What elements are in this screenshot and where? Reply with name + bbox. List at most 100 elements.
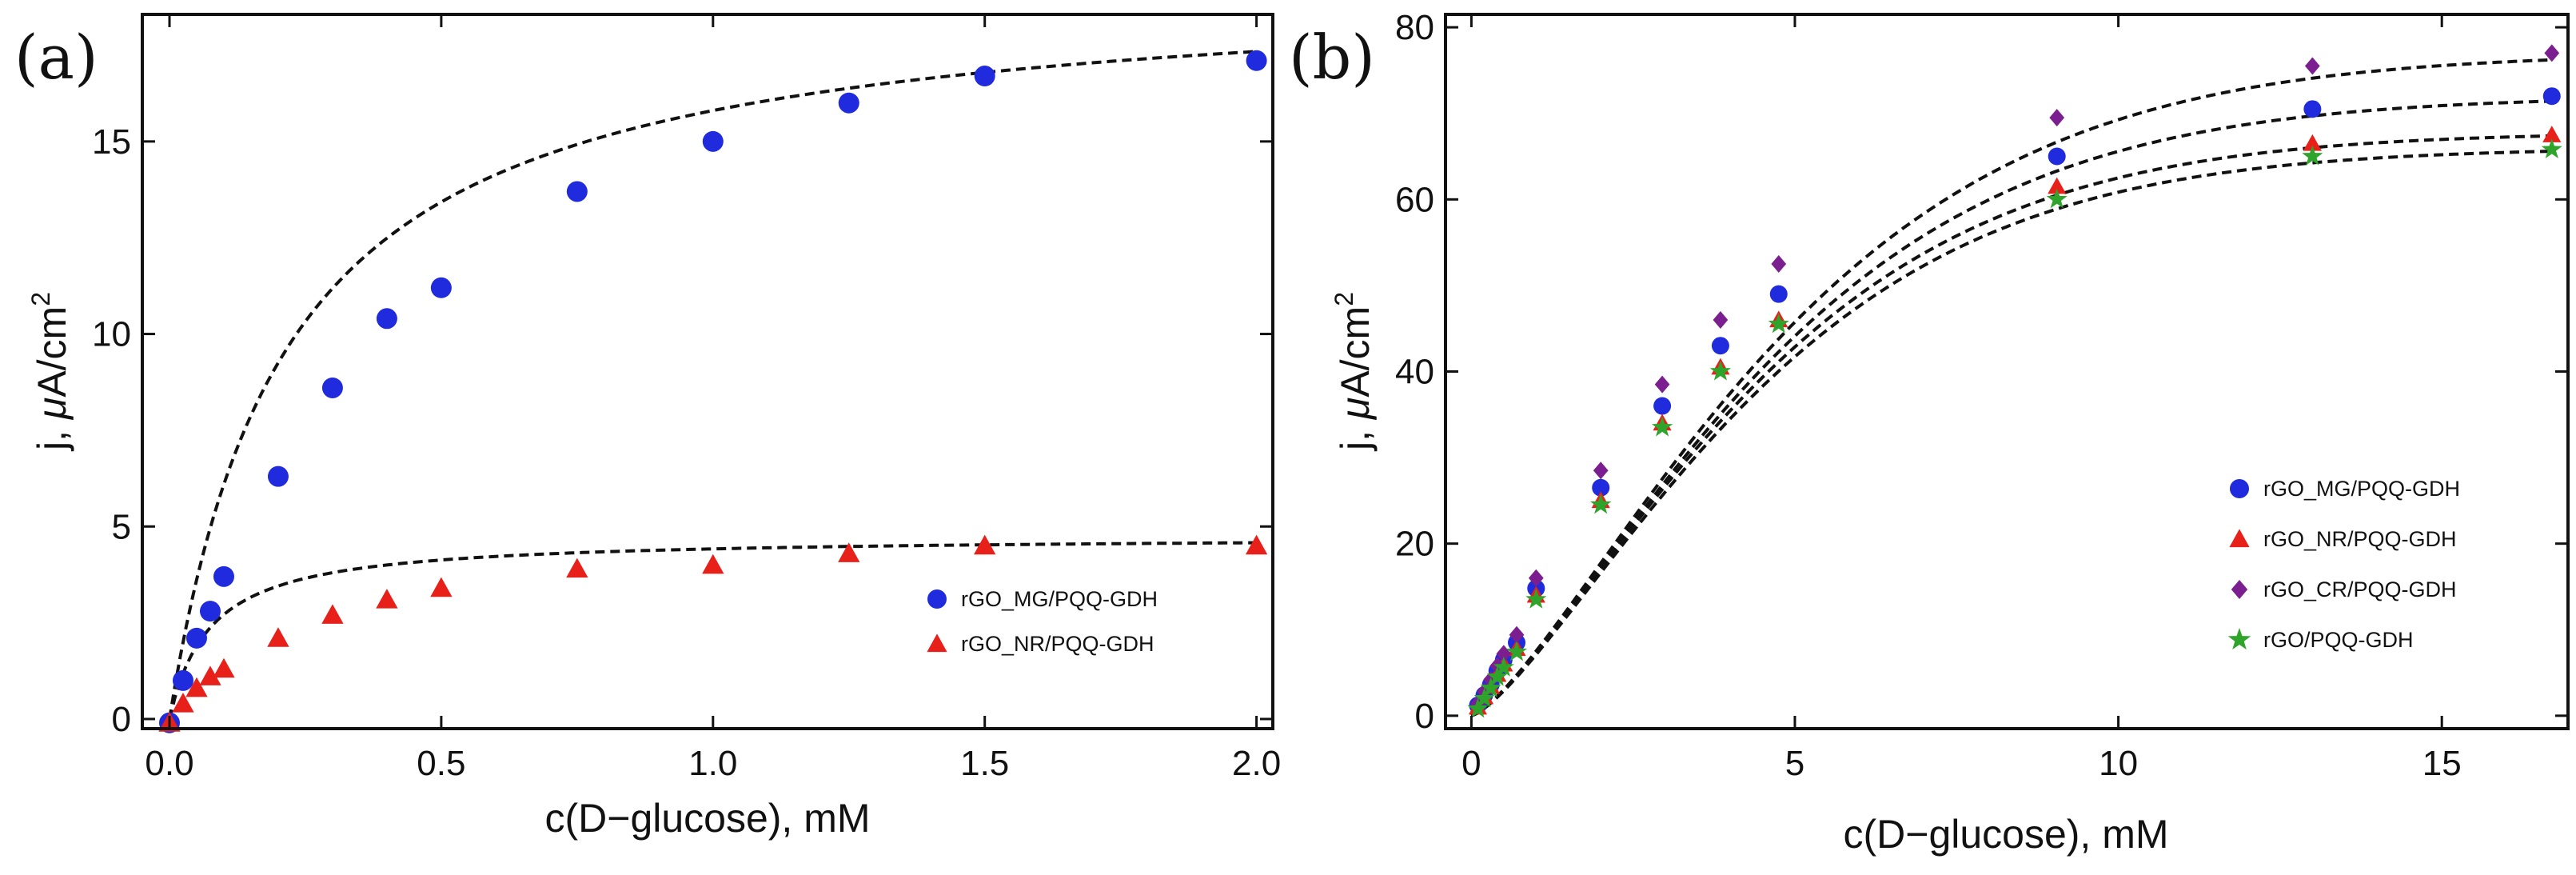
b-legend-marker-3 bbox=[2227, 628, 2251, 650]
panel-b-y-label-main: j, bbox=[1333, 419, 1378, 452]
b-y-tick-label-4: 80 bbox=[1395, 8, 1434, 47]
a-series-0-point-7 bbox=[376, 308, 397, 330]
panel-b-legend-item-0: rGO_MG/PQQ-GDH bbox=[2230, 477, 2460, 501]
a-series-1-point-7 bbox=[376, 589, 398, 609]
b-series-1-point-11 bbox=[2048, 177, 2067, 194]
b-legend-marker-2 bbox=[2231, 580, 2248, 599]
b-series-3-point-10 bbox=[1768, 313, 1789, 334]
a-series-1-point-4 bbox=[213, 657, 235, 678]
panel-a-y-label-sup: 2 bbox=[26, 292, 55, 306]
a-legend-marker-0 bbox=[927, 589, 947, 609]
b-series-0-point-8 bbox=[1653, 397, 1672, 415]
a-series-0-point-6 bbox=[321, 377, 343, 398]
b-series-3-point-5 bbox=[1505, 641, 1528, 661]
b-series-2-point-5 bbox=[1509, 625, 1525, 644]
a-series-1-point-6 bbox=[321, 604, 344, 624]
b-series-3-point-12 bbox=[2302, 145, 2323, 166]
a-y-tick-label-0: 0 bbox=[112, 700, 131, 739]
panel-a-fit-curves bbox=[168, 50, 1257, 720]
panel-b-legend-label-0: rGO_MG/PQQ-GDH bbox=[2263, 477, 2460, 501]
panel-b-y-label-mu: μ bbox=[1333, 398, 1378, 421]
panel-b-fit-curves bbox=[1470, 58, 2552, 717]
panel-b: (b) 0 5 10 15 0 20 40 60 80 c(D−glucose), mM j, … bbox=[1289, 8, 2570, 857]
a-series-1-point-12 bbox=[974, 534, 996, 555]
panel-b-x-axis-label: c(D−glucose), mM bbox=[1843, 812, 2168, 857]
panel-b-legend-label-2: rGO_CR/PQQ-GDH bbox=[2263, 577, 2457, 601]
a-series-0-point-8 bbox=[430, 277, 452, 298]
panel-a-label: (a) bbox=[14, 22, 98, 93]
panel-a-y-axis-label: j, μA/cm2 bbox=[26, 292, 74, 452]
panel-a-plot-frame bbox=[141, 13, 1274, 730]
b-series-3-point-0 bbox=[1467, 697, 1489, 718]
a-series-0-point-5 bbox=[267, 465, 289, 487]
a-series-1-point-8 bbox=[430, 577, 453, 597]
b-series-3-point-8 bbox=[1652, 416, 1673, 437]
b-series-2-point-11 bbox=[2049, 109, 2065, 127]
b-series-2-point-9 bbox=[1713, 310, 1729, 329]
b-x-tick-label-2: 10 bbox=[2099, 744, 2138, 783]
b-series-2-point-12 bbox=[2305, 57, 2320, 75]
b-series-0-point-11 bbox=[2048, 147, 2066, 166]
b-x-tick-label-3: 15 bbox=[2422, 744, 2462, 783]
panel-a: (a) 0.0 0.5 1.0 1.5 2.0 0 5 10 15 c(D−glucose), … bbox=[14, 13, 1281, 841]
a-series-1-point-3 bbox=[199, 665, 221, 685]
a-series-1-point-9 bbox=[566, 557, 588, 578]
b-x-tick-label-0: 0 bbox=[1461, 744, 1481, 783]
b-series-0-point-10 bbox=[1769, 285, 1788, 303]
b-fit-curve-1 bbox=[1470, 134, 2552, 717]
b-series-3-point-11 bbox=[2046, 188, 2068, 209]
a-series-0-point-12 bbox=[974, 66, 995, 87]
a-series-1-point-10 bbox=[702, 553, 724, 574]
panel-b-plot-frame bbox=[1444, 13, 2570, 730]
a-series-1-point-11 bbox=[838, 542, 860, 562]
b-legend-marker-1 bbox=[2229, 529, 2250, 548]
panel-b-legend-label-1: rGO_NR/PQQ-GDH bbox=[2263, 527, 2457, 551]
a-x-tick-label-4: 2.0 bbox=[1232, 744, 1281, 783]
panel-b-legend-item-3: rGO/PQQ-GDH bbox=[2227, 628, 2414, 652]
a-legend-marker-1 bbox=[927, 633, 947, 653]
a-fit-curve-0 bbox=[168, 50, 1257, 720]
b-x-tick-label-1: 5 bbox=[1785, 744, 1804, 783]
a-x-tick-label-2: 1.0 bbox=[688, 744, 737, 783]
b-fit-curve-0 bbox=[1470, 99, 2552, 717]
b-series-3-point-7 bbox=[1590, 493, 1612, 514]
panel-b-y-label-unit: A/cm bbox=[1333, 306, 1378, 398]
panel-a-y-label-main: j, bbox=[30, 419, 74, 452]
b-series-3-point-1 bbox=[1473, 687, 1495, 708]
panel-a-data-points bbox=[158, 50, 1268, 733]
panel-a-y-label-unit: A/cm bbox=[30, 306, 74, 398]
a-series-0-point-1 bbox=[172, 669, 193, 691]
b-series-2-point-7 bbox=[1593, 461, 1609, 480]
a-x-tick-label-1: 0.5 bbox=[417, 744, 465, 783]
a-series-0-point-4 bbox=[213, 565, 234, 587]
a-series-0-point-3 bbox=[199, 601, 221, 622]
b-series-2-point-10 bbox=[1771, 255, 1787, 274]
panel-a-legend: rGO_MG/PQQ-GDH rGO_NR/PQQ-GDH bbox=[927, 587, 1158, 656]
panel-b-y-axis-label: j, μA/cm2 bbox=[1330, 292, 1378, 452]
panel-b-ticks: 0 5 10 15 0 20 40 60 80 bbox=[1395, 8, 2568, 783]
panel-a-legend-item-1: rGO_NR/PQQ-GDH bbox=[927, 632, 1154, 656]
b-series-1-point-12 bbox=[2303, 134, 2322, 151]
b-y-tick-label-3: 60 bbox=[1395, 180, 1434, 219]
a-fit-curve-1 bbox=[168, 541, 1257, 720]
a-x-tick-label-3: 1.5 bbox=[960, 744, 1009, 783]
panel-b-legend-item-1: rGO_NR/PQQ-GDH bbox=[2229, 527, 2457, 551]
panel-b-y-label-sup: 2 bbox=[1330, 292, 1358, 306]
b-series-2-point-13 bbox=[2544, 44, 2560, 62]
a-series-0-point-13 bbox=[1246, 50, 1267, 71]
a-y-tick-label-2: 10 bbox=[92, 315, 131, 354]
a-series-1-point-13 bbox=[1245, 534, 1268, 555]
b-series-0-point-7 bbox=[1592, 478, 1610, 497]
panel-a-y-label-mu: μ bbox=[30, 398, 74, 421]
b-series-3-point-3 bbox=[1486, 665, 1508, 686]
panel-a-legend-item-0: rGO_MG/PQQ-GDH bbox=[927, 587, 1158, 611]
b-series-3-point-6 bbox=[1525, 588, 1547, 609]
b-series-3-point-13 bbox=[2541, 138, 2562, 158]
panel-a-legend-label-0: rGO_MG/PQQ-GDH bbox=[961, 587, 1158, 611]
panel-a-x-axis-label: c(D−glucose), mM bbox=[544, 796, 870, 841]
panel-b-data-points bbox=[1467, 44, 2562, 718]
a-series-1-point-5 bbox=[267, 627, 289, 647]
panel-a-ticks: 0.0 0.5 1.0 1.5 2.0 0 5 10 15 bbox=[92, 14, 1281, 783]
panel-b-legend-item-2: rGO_CR/PQQ-GDH bbox=[2231, 577, 2457, 601]
